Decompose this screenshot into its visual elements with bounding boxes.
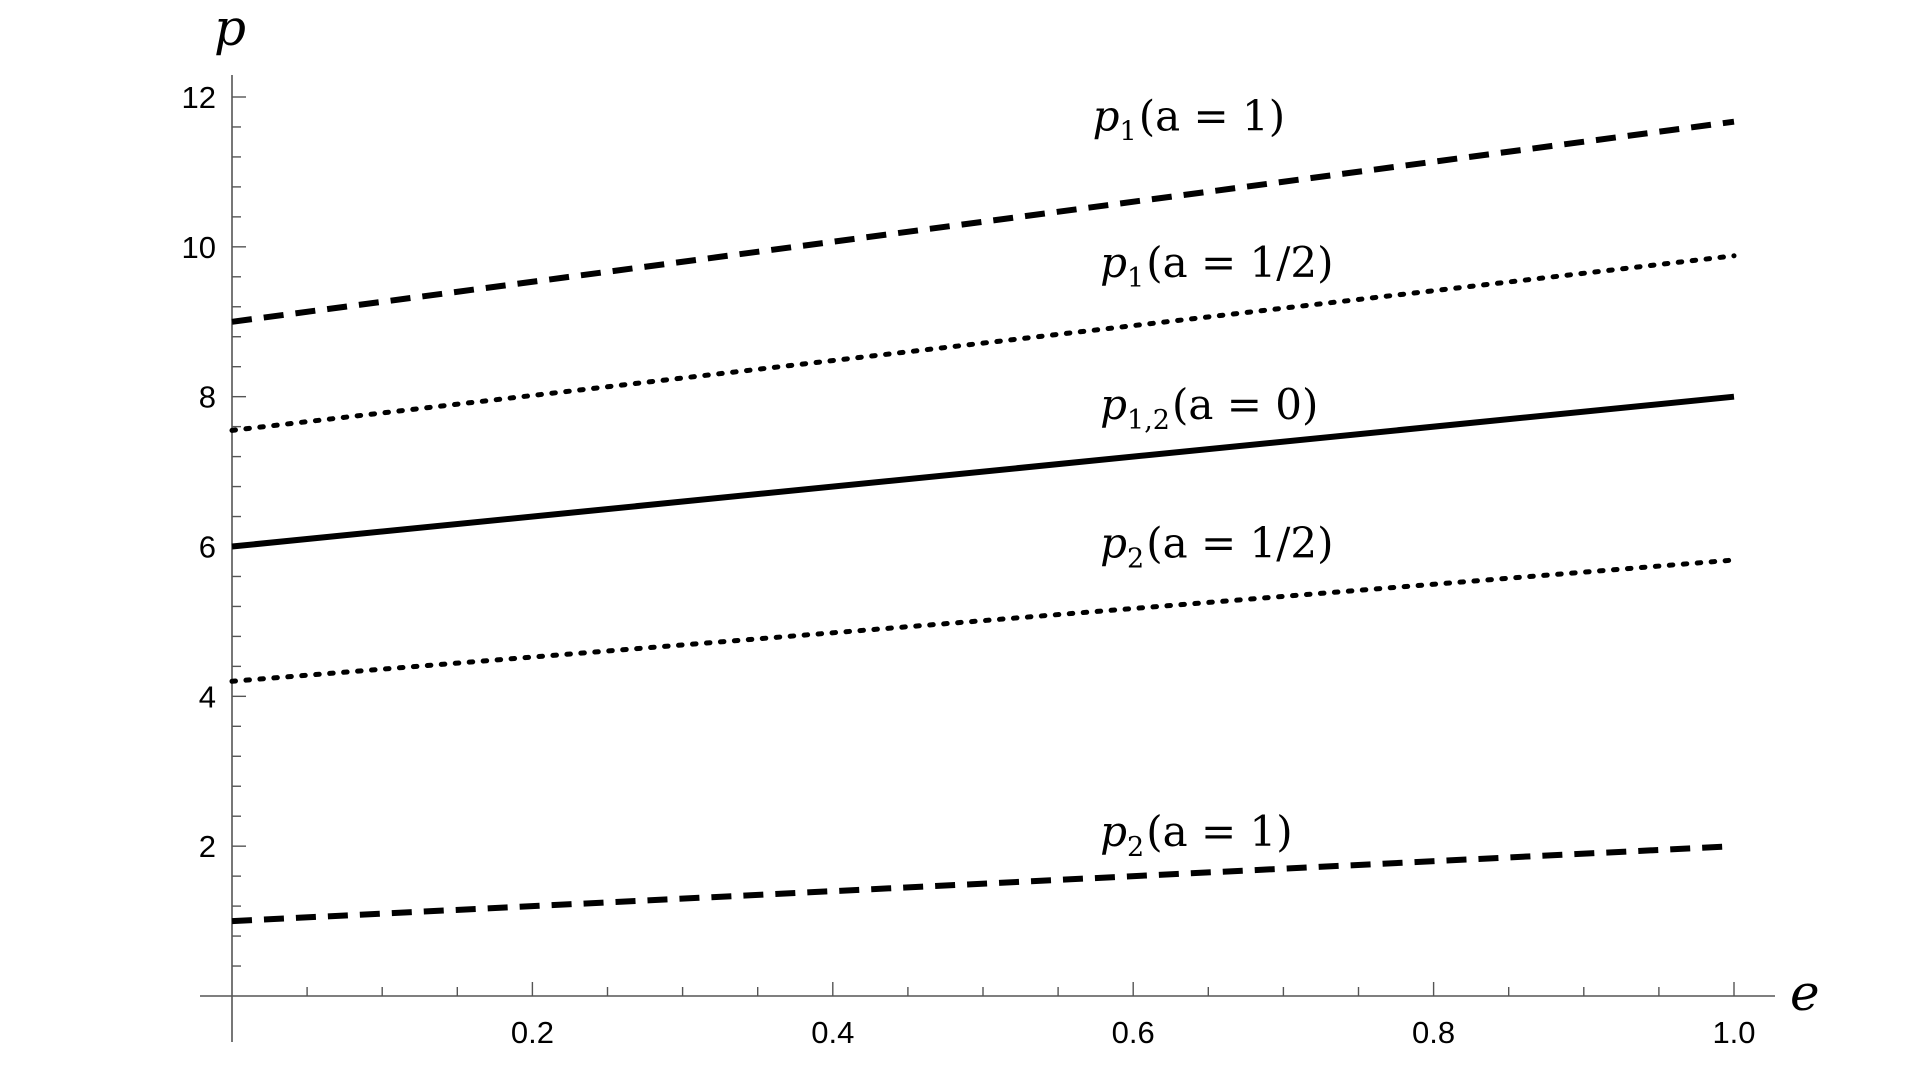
series-3: p2(a = 1/2) <box>229 519 1737 684</box>
series-line-dashed <box>231 843 1735 925</box>
x-tick-label: 0.4 <box>811 1015 854 1050</box>
series-label-subscript: 2 <box>1127 544 1144 575</box>
series-label-condition: (a = 1/2) <box>1146 238 1333 287</box>
series-label: p1(a = 1/2) <box>1100 238 1333 294</box>
series-0: p1(a = 1) <box>231 92 1735 325</box>
y-tick-label: 10 <box>182 230 216 265</box>
y-tick-label: 12 <box>182 80 216 115</box>
y-tick-label: 4 <box>199 679 216 714</box>
series-label: p2(a = 1) <box>1100 807 1293 863</box>
x-tick-label: 0.8 <box>1412 1015 1455 1050</box>
series-line-dotted <box>229 557 1737 684</box>
x-tick-label: 1.0 <box>1712 1015 1755 1050</box>
series-4: p2(a = 1) <box>231 807 1735 925</box>
series-label-subscript: 1 <box>1120 117 1137 148</box>
series-label-symbol: p <box>1100 807 1127 856</box>
series-label-symbol: p <box>1093 92 1120 141</box>
y-axis-label: p <box>214 0 246 57</box>
series-line-solid <box>231 393 1735 550</box>
series-label-symbol: p <box>1100 519 1127 568</box>
x-tick-label: 0.6 <box>1112 1015 1155 1050</box>
series-label-condition: (a = 0) <box>1172 380 1318 429</box>
series-label-symbol: p <box>1100 238 1127 287</box>
series-line-dashed <box>231 118 1735 325</box>
series-label: p2(a = 1/2) <box>1100 519 1333 575</box>
series-label-symbol: p <box>1100 380 1127 429</box>
series-2: p1,2(a = 0) <box>231 380 1735 550</box>
x-tick-label: 0.2 <box>511 1015 554 1050</box>
y-tick-label: 8 <box>199 380 216 415</box>
x-axis-label: e <box>1790 964 1820 1022</box>
series-label-condition: (a = 1) <box>1146 807 1292 856</box>
series-label-subscript: 1,2 <box>1127 405 1170 436</box>
y-tick-label: 6 <box>199 530 216 565</box>
series-label: p1,2(a = 0) <box>1100 380 1318 436</box>
series-label-condition: (a = 1/2) <box>1146 519 1333 568</box>
y-tick-label: 2 <box>199 829 216 864</box>
series-label: p1(a = 1) <box>1093 92 1286 148</box>
series-label-condition: (a = 1) <box>1139 92 1285 141</box>
series-label-subscript: 1 <box>1127 263 1144 294</box>
series-line-dotted <box>229 253 1737 433</box>
series-1: p1(a = 1/2) <box>229 238 1737 433</box>
series-label-subscript: 2 <box>1127 832 1144 863</box>
